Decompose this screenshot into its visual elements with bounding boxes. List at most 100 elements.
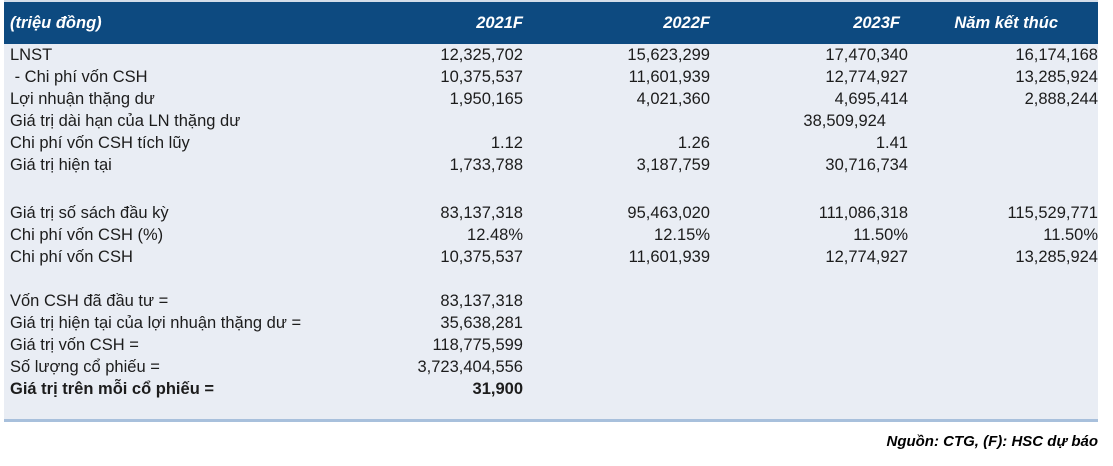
table-bottom-rule <box>4 419 1098 422</box>
spacer-cell <box>4 268 1098 290</box>
table-row: Giá trị trên mỗi cổ phiếu = 31,900 <box>4 378 1098 400</box>
table-body: LNST 12,325,702 15,623,299 17,470,340 16,174… <box>4 44 1098 419</box>
spacer-row <box>4 268 1098 290</box>
cell-value: 1,733,788 <box>449 156 523 174</box>
cell-value <box>908 110 1098 132</box>
cell-value: 1.26 <box>677 134 710 152</box>
row-label: Giá trị hiện tại <box>10 156 112 174</box>
column-header-2023f: 2023F <box>710 0 908 44</box>
column-header-2021f: 2021F <box>400 0 523 44</box>
cell-value: 95,463,020 <box>627 204 710 222</box>
cell-value: 10,375,537 <box>440 248 523 266</box>
row-label: - Chi phí vốn CSH <box>10 68 148 86</box>
cell-value: 12.15% <box>654 226 710 244</box>
table-row: Chi phí vốn CSH 10,375,537 11,601,939 12,77… <box>4 246 1098 268</box>
row-label: Giá trị trên mỗi cổ phiếu = <box>10 380 214 398</box>
table-row: Vốn CSH đã đầu tư = 83,137,318 <box>4 290 1098 312</box>
cell-value: 83,137,318 <box>440 204 523 222</box>
row-label: Giá trị hiện tại của lợi nhuận thặng dư … <box>10 314 302 332</box>
cell-value <box>523 378 710 400</box>
cell-value <box>908 378 1098 400</box>
cell-value: 4,021,360 <box>636 90 710 108</box>
row-label: Giá trị vốn CSH = <box>10 336 139 354</box>
cell-value: 12.48% <box>467 226 523 244</box>
valuation-table: (triệu đồng) 2021F 2022F 2023F Năm kết t… <box>4 0 1098 419</box>
cell-value <box>710 290 908 312</box>
cell-value: 30,716,734 <box>825 156 908 174</box>
source-note: Nguồn: CTG, (F): HSC dự báo <box>886 433 1098 450</box>
cell-value: 15,623,299 <box>627 46 710 64</box>
table-row: Giá trị vốn CSH = 118,775,599 <box>4 334 1098 356</box>
cell-value <box>908 312 1098 334</box>
cell-value: 17,470,340 <box>825 46 908 64</box>
row-label: LNST <box>10 46 53 64</box>
cell-value: 1.41 <box>875 134 908 152</box>
cell-value <box>523 334 710 356</box>
row-label: Chi phí vốn CSH <box>10 248 133 266</box>
cell-value: 12,774,927 <box>825 68 908 86</box>
row-label: Lợi nhuận thặng dư <box>10 90 155 108</box>
cell-value <box>400 110 523 132</box>
table-row: Giá trị hiện tại 1,733,788 3,187,759 30,716… <box>4 154 1098 176</box>
cell-value: 38,509,924 <box>803 112 886 130</box>
cell-value: 111,086,318 <box>818 204 908 222</box>
table-row: Giá trị dài hạn của LN thặng dư 38,509,92… <box>4 110 1098 132</box>
spacer-row <box>4 176 1098 202</box>
table-row: Giá trị hiện tại của lợi nhuận thặng dư … <box>4 312 1098 334</box>
table-row: Giá trị số sách đầu kỳ 83,137,318 95,463,0… <box>4 202 1098 224</box>
cell-value: 16,174,168 <box>1015 46 1098 64</box>
table-row: LNST 12,325,702 15,623,299 17,470,340 16,174… <box>4 44 1098 66</box>
row-label: Chi phí vốn CSH tích lũy <box>10 134 190 152</box>
table-row: Số lượng cổ phiếu = 3,723,404,556 <box>4 356 1098 378</box>
cell-value: 1,950,165 <box>449 90 523 108</box>
header-row: (triệu đồng) 2021F 2022F 2023F Năm kết t… <box>4 0 1098 44</box>
table-row: Chi phí vốn CSH (%) 12.48% 12.15% 11.50% 11.… <box>4 224 1098 246</box>
cell-value: 2,888,244 <box>1024 90 1098 108</box>
row-label: Chi phí vốn CSH (%) <box>10 226 164 244</box>
cell-value <box>908 290 1098 312</box>
row-label: Giá trị số sách đầu kỳ <box>10 204 169 222</box>
unit-label: (triệu đồng) <box>4 0 400 44</box>
cell-value <box>710 334 908 356</box>
cell-value <box>908 132 1098 154</box>
cell-value: 35,638,281 <box>440 314 523 332</box>
cell-value <box>523 312 710 334</box>
cell-value <box>908 356 1098 378</box>
cell-value: 13,285,924 <box>1015 248 1098 266</box>
cell-value: 3,187,759 <box>636 156 710 174</box>
cell-value: 1.12 <box>490 134 523 152</box>
cell-value <box>710 312 908 334</box>
spacer-cell <box>4 400 1098 419</box>
cell-value <box>710 378 908 400</box>
table-row: - Chi phí vốn CSH 10,375,537 11,601,939 12,… <box>4 66 1098 88</box>
cell-value: 11,601,939 <box>628 68 710 86</box>
cell-value <box>710 356 908 378</box>
cell-value <box>523 110 710 132</box>
cell-value <box>908 334 1098 356</box>
cell-value: 11.50% <box>1043 226 1098 244</box>
cell-value: 12,774,927 <box>825 248 908 266</box>
column-header-terminal-year: Năm kết thúc <box>908 0 1098 44</box>
table-row: Chi phí vốn CSH tích lũy 1.12 1.26 1.41 <box>4 132 1098 154</box>
cell-value <box>523 290 710 312</box>
cell-value: 10,375,537 <box>440 68 523 86</box>
cell-value: 31,900 <box>472 380 523 398</box>
cell-value <box>523 356 710 378</box>
cell-value: 12,325,702 <box>440 46 523 64</box>
cell-value: 3,723,404,556 <box>417 358 523 376</box>
cell-value: 115,529,771 <box>1007 204 1098 222</box>
cell-value <box>908 154 1098 176</box>
row-label: Vốn CSH đã đầu tư = <box>10 292 169 310</box>
cell-value: 83,137,318 <box>440 292 523 310</box>
table-row: Lợi nhuận thặng dư 1,950,165 4,021,360 4,69… <box>4 88 1098 110</box>
row-label: Số lượng cổ phiếu = <box>10 358 160 376</box>
spacer-cell <box>4 176 1098 202</box>
cell-value: 11,601,939 <box>628 248 710 266</box>
spacer-row <box>4 400 1098 419</box>
cell-value: 118,775,599 <box>432 336 523 354</box>
cell-value: 4,695,414 <box>834 90 908 108</box>
table-header: (triệu đồng) 2021F 2022F 2023F Năm kết t… <box>4 0 1098 44</box>
column-header-2022f: 2022F <box>523 0 710 44</box>
cell-value: 13,285,924 <box>1015 68 1098 86</box>
